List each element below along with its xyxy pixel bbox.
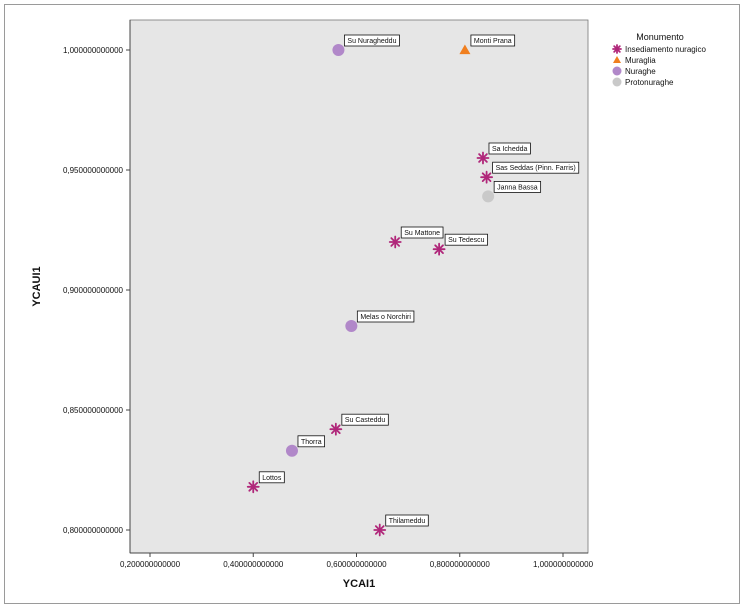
point-label: Sas Seddas (Pinn. Farris) (492, 161, 580, 174)
y-tick-label: 1,000000000000 (63, 46, 124, 55)
axes (129, 20, 588, 554)
data-point (373, 523, 387, 537)
data-point (432, 242, 446, 256)
legend-marker (613, 56, 621, 63)
data-point (246, 480, 260, 494)
x-tick-label: 1,000000000000 (533, 560, 594, 569)
data-point (285, 444, 298, 457)
legend-label: Nuraghe (625, 67, 656, 76)
x-axis-title: YCAI1 (343, 578, 375, 590)
data-point (332, 44, 345, 56)
x-tick-label: 0,400000000000 (223, 560, 284, 569)
data-points (246, 44, 495, 537)
data-point (345, 320, 358, 332)
y-tick-label: 0,950000000000 (63, 166, 124, 175)
y-axis-title: YCAUI1 (31, 266, 43, 306)
tick-labels: 0,200000000000 0,400000000000 0,6000000000… (63, 46, 594, 569)
x-tick-label: 0,800000000000 (430, 560, 491, 569)
legend-label: Insediamento nuragico (625, 45, 706, 54)
legend-item: Nuraghe (612, 66, 656, 76)
svg-text:Monti Prana: Monti Prana (474, 38, 512, 45)
plot-area (129, 19, 589, 554)
y-tick-label: 0,900000000000 (63, 286, 124, 295)
svg-text:Lottos: Lottos (262, 475, 282, 482)
y-tick-label: 0,850000000000 (63, 406, 124, 415)
data-point (388, 235, 402, 249)
tick-marks (126, 49, 564, 557)
legend-item: Protonuraghe (612, 77, 674, 87)
svg-text:Thorra: Thorra (301, 439, 322, 446)
svg-text:Su Tedescu: Su Tedescu (448, 237, 485, 244)
legend-label: Muraglia (625, 56, 656, 65)
svg-text:Sas Seddas (Pinn. Farris): Sas Seddas (Pinn. Farris) (496, 165, 576, 172)
svg-text:Thilameddu: Thilameddu (389, 518, 426, 525)
point-label: Su Nuragheddu (344, 34, 400, 47)
svg-text:Su Casteddu: Su Casteddu (345, 417, 386, 424)
svg-text:Su Mattone: Su Mattone (404, 230, 440, 237)
svg-text:Su Nuragheddu: Su Nuragheddu (347, 38, 396, 45)
data-point (459, 44, 471, 55)
point-label: Su Tedescu (444, 233, 488, 246)
point-label: Thorra (297, 435, 325, 448)
point-label: Monti Prana (470, 34, 516, 47)
legend-item: Insediamento nuragico (612, 44, 706, 54)
x-tick-label: 0,600000000000 (326, 560, 387, 569)
data-point (480, 170, 493, 184)
point-label: Sa Ichedda (488, 142, 531, 155)
legend-marker (612, 77, 622, 87)
data-point (329, 422, 343, 436)
legend-marker (612, 66, 622, 76)
point-label: Melas o Norchiri (356, 310, 415, 323)
svg-text:Melas o Norchiri: Melas o Norchiri (360, 314, 411, 321)
data-point (482, 190, 495, 203)
point-label: Thilameddu (385, 514, 429, 527)
svg-text:Sa Ichedda: Sa Ichedda (492, 146, 528, 153)
point-labels: Su Nuragheddu Monti Prana Sa Ichedda Sas Se… (258, 34, 580, 527)
legend-label: Protonuraghe (625, 78, 674, 87)
data-point (476, 151, 490, 165)
point-label: Lottos (258, 471, 285, 484)
point-label: Su Casteddu (341, 413, 389, 426)
y-tick-label: 0,800000000000 (63, 526, 124, 535)
legend-title: Monumento (636, 32, 684, 42)
point-label: Su Mattone (400, 226, 444, 239)
x-tick-label: 0,200000000000 (120, 560, 181, 569)
legend-item: Muraglia (613, 56, 656, 65)
point-label: Janna Bassa (493, 180, 542, 193)
legend: Monumento Insediamento nuragico Muraglia Nu… (612, 32, 706, 87)
svg-text:Janna Bassa: Janna Bassa (497, 184, 538, 191)
legend-marker (612, 44, 622, 54)
